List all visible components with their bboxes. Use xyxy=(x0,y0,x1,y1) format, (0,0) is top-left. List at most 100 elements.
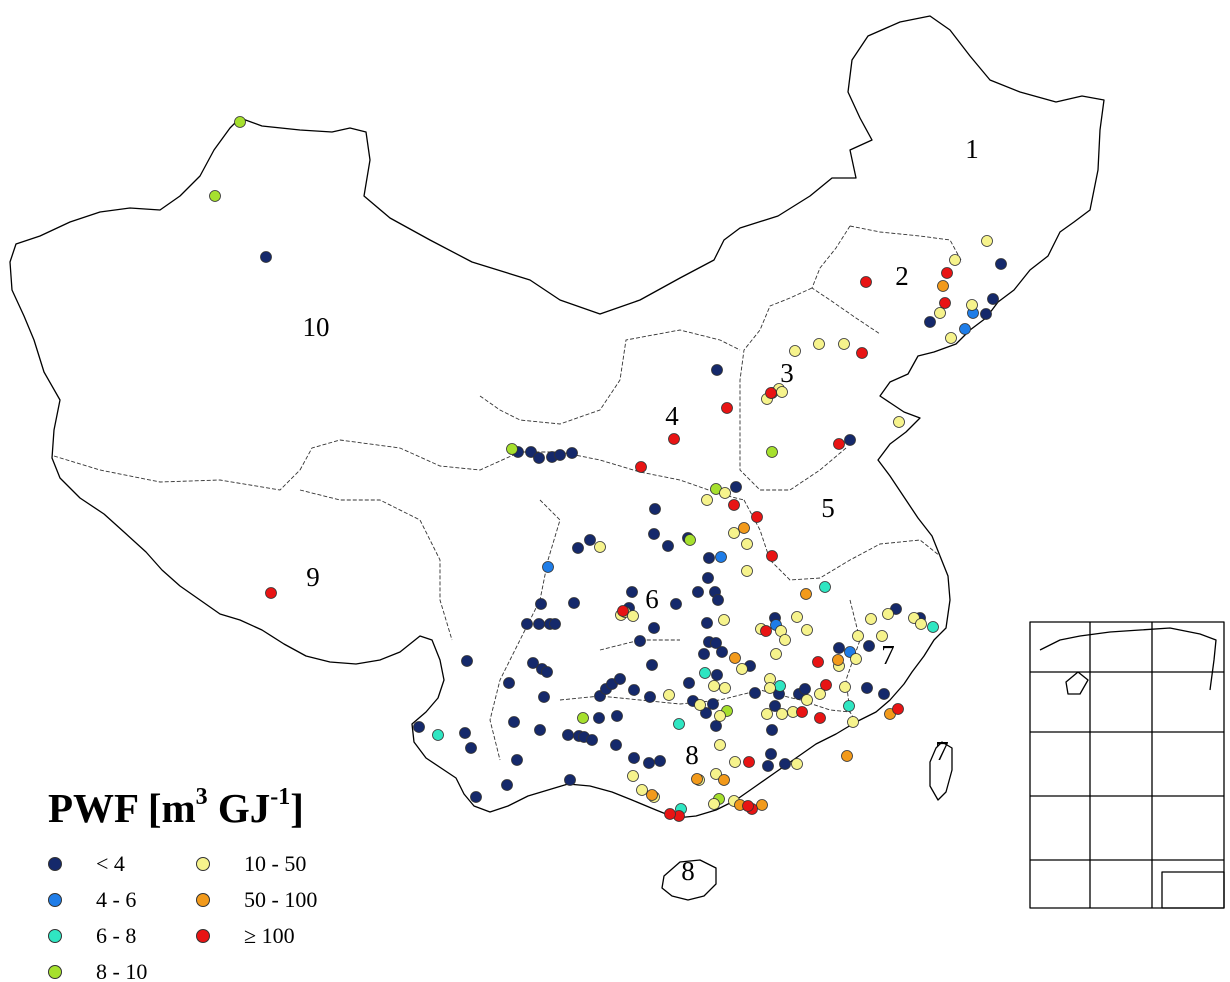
station-point-10-50 xyxy=(777,709,788,720)
station-point-ge-100 xyxy=(744,757,755,768)
legend-item: 50 - 100 xyxy=(196,886,317,914)
station-point-10-50 xyxy=(866,614,877,625)
station-point-ge-100 xyxy=(813,657,824,668)
station-point-lt-4 xyxy=(460,728,471,739)
station-point-lt-4 xyxy=(699,649,710,660)
station-point-lt-4 xyxy=(712,365,723,376)
station-point-lt-4 xyxy=(711,721,722,732)
station-point-lt-4 xyxy=(627,587,638,598)
station-point-ge-100 xyxy=(761,626,772,637)
station-point-10-50 xyxy=(802,695,813,706)
legend-label: ≥ 100 xyxy=(244,923,295,949)
station-point-lt-4 xyxy=(703,573,714,584)
region-label-1: 1 xyxy=(965,134,979,164)
station-point-lt-4 xyxy=(663,541,674,552)
station-point-10-50 xyxy=(851,654,862,665)
station-point-lt-4 xyxy=(542,667,553,678)
legend-item: 6 - 8 xyxy=(48,922,136,950)
station-point-50-100 xyxy=(938,281,949,292)
station-point-lt-4 xyxy=(471,792,482,803)
legend-swatch xyxy=(48,929,62,943)
station-point-10-50 xyxy=(715,740,726,751)
station-point-lt-4 xyxy=(512,755,523,766)
station-point-lt-4 xyxy=(647,660,658,671)
station-point-ge-100 xyxy=(618,606,629,617)
station-point-50-100 xyxy=(842,751,853,762)
station-point-10-50 xyxy=(765,683,776,694)
station-point-lt-4 xyxy=(587,735,598,746)
stations xyxy=(210,117,1007,822)
station-point-10-50 xyxy=(802,625,813,636)
region-label-9: 8 xyxy=(685,740,699,770)
station-point-50-100 xyxy=(739,523,750,534)
station-point-10-50 xyxy=(715,711,726,722)
station-point-10-50 xyxy=(946,333,957,344)
legend-item: ≥ 100 xyxy=(196,922,295,950)
station-point-lt-4 xyxy=(261,252,272,263)
station-point-10-50 xyxy=(792,759,803,770)
station-point-ge-100 xyxy=(729,500,740,511)
legend-label: 8 - 10 xyxy=(96,959,147,982)
station-point-lt-4 xyxy=(635,636,646,647)
station-point-8-10 xyxy=(767,447,778,458)
station-point-lt-4 xyxy=(573,543,584,554)
legend-label: 10 - 50 xyxy=(244,851,306,877)
station-point-lt-4 xyxy=(767,725,778,736)
station-point-lt-4 xyxy=(585,535,596,546)
legend-label: 6 - 8 xyxy=(96,923,136,949)
station-point-lt-4 xyxy=(563,730,574,741)
station-point-10-50 xyxy=(637,785,648,796)
station-point-lt-4 xyxy=(713,595,724,606)
station-point-10-50 xyxy=(982,236,993,247)
station-point-lt-4 xyxy=(731,482,742,493)
station-point-lt-4 xyxy=(655,756,666,767)
station-point-lt-4 xyxy=(612,711,623,722)
station-point-ge-100 xyxy=(857,348,868,359)
station-point-ge-100 xyxy=(821,680,832,691)
legend-swatch xyxy=(196,929,210,943)
station-point-10-50 xyxy=(720,683,731,694)
station-point-50-100 xyxy=(757,800,768,811)
station-point-4-6 xyxy=(960,324,971,335)
station-point-lt-4 xyxy=(509,717,520,728)
station-point-lt-4 xyxy=(536,599,547,610)
station-point-lt-4 xyxy=(800,684,811,695)
station-point-10-50 xyxy=(664,690,675,701)
station-point-lt-4 xyxy=(539,692,550,703)
station-point-ge-100 xyxy=(743,801,754,812)
station-point-lt-4 xyxy=(925,317,936,328)
station-point-6-8 xyxy=(820,582,831,593)
station-point-lt-4 xyxy=(462,656,473,667)
station-point-lt-4 xyxy=(504,678,515,689)
station-point-4-6 xyxy=(543,562,554,573)
station-point-lt-4 xyxy=(567,448,578,459)
station-point-10-50 xyxy=(853,631,864,642)
station-point-lt-4 xyxy=(615,674,626,685)
station-point-10-50 xyxy=(790,346,801,357)
station-point-ge-100 xyxy=(942,268,953,279)
station-point-lt-4 xyxy=(594,713,605,724)
legend-item: 4 - 6 xyxy=(48,886,136,914)
station-point-10-50 xyxy=(894,417,905,428)
station-point-10-50 xyxy=(780,635,791,646)
region-label-10: 8 xyxy=(681,856,695,886)
station-point-10-50 xyxy=(771,649,782,660)
station-point-10-50 xyxy=(729,528,740,539)
region-label-5: 5 xyxy=(821,493,835,523)
station-point-lt-4 xyxy=(565,775,576,786)
station-point-10-50 xyxy=(967,300,978,311)
station-point-10-50 xyxy=(877,631,888,642)
station-point-lt-4 xyxy=(534,453,545,464)
station-point-50-100 xyxy=(719,775,730,786)
station-point-10-50 xyxy=(848,717,859,728)
station-point-lt-4 xyxy=(763,761,774,772)
station-point-ge-100 xyxy=(940,298,951,309)
station-point-50-100 xyxy=(647,790,658,801)
station-point-lt-4 xyxy=(684,678,695,689)
station-point-50-100 xyxy=(730,653,741,664)
legend-item: 8 - 10 xyxy=(48,958,147,982)
station-point-ge-100 xyxy=(767,551,778,562)
station-point-lt-4 xyxy=(650,504,661,515)
station-point-6-8 xyxy=(700,668,711,679)
station-point-lt-4 xyxy=(704,553,715,564)
